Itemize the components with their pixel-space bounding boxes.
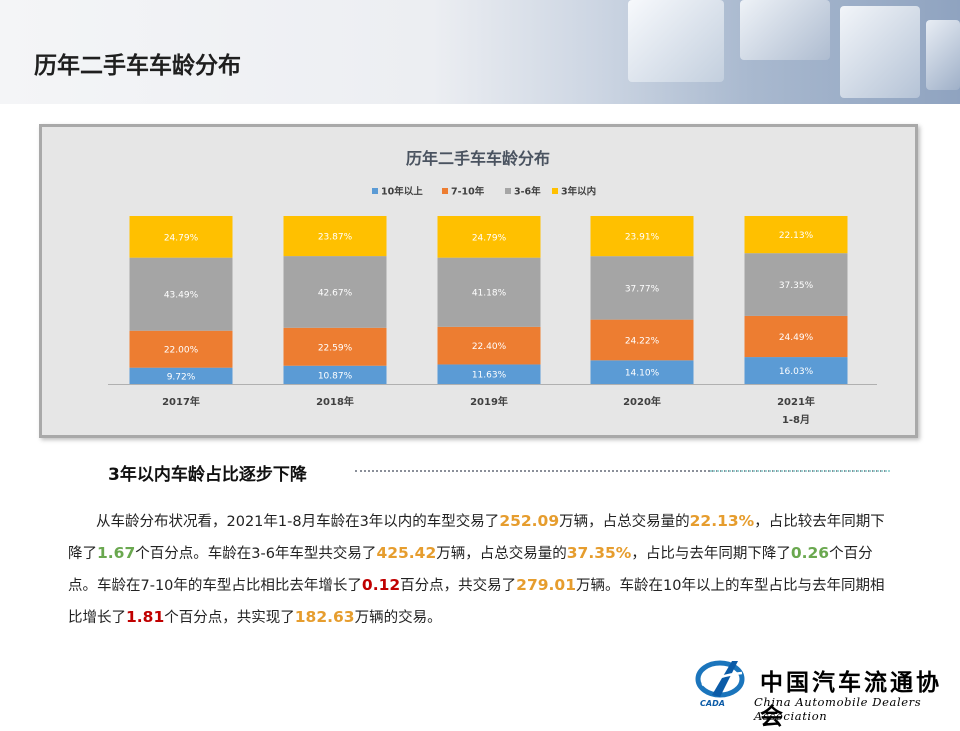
page-title: 历年二手车车龄分布: [34, 53, 241, 79]
legend-label: 3年以内: [561, 186, 596, 198]
paragraph-text: 个百分点，共实现了: [164, 610, 295, 626]
highlight-value: 425.42: [376, 544, 437, 562]
legend-label: 3-6年: [514, 186, 541, 198]
data-label: 22.00%: [164, 346, 199, 356]
data-label: 22.40%: [472, 342, 507, 352]
data-label: 16.03%: [779, 367, 814, 377]
cada-logo: CADA 中国汽车流通协会 China Automobile Dealers A…: [694, 655, 954, 730]
paragraph-text: 个百分点。车龄在3-6年车型共交易了: [135, 546, 377, 562]
x-tick-label: 2017年: [162, 395, 200, 408]
bar-segment: [283, 256, 387, 328]
paragraph-text: 万辆，占总交易量的: [559, 514, 690, 530]
data-label: 41.18%: [472, 289, 507, 299]
highlight-value: 182.63: [294, 608, 355, 626]
data-label: 23.87%: [318, 233, 353, 243]
data-label: 24.79%: [164, 233, 199, 243]
data-label: 42.67%: [318, 288, 353, 298]
highlight-value: 1.81: [126, 608, 165, 626]
data-label: 14.10%: [625, 369, 660, 379]
x-tick-label: 2019年: [470, 395, 508, 408]
decorative-cube: [926, 20, 960, 90]
legend-swatch: [372, 188, 378, 194]
bar-segment: [437, 326, 541, 365]
x-tick-label: 2018年: [316, 395, 354, 408]
header-banner: [0, 0, 960, 104]
data-label: 24.79%: [472, 233, 507, 243]
paragraph-text: 个百分点。车龄在7-10年的车型占比相比去年增长了: [68, 546, 873, 594]
chart-panel: 历年二手车车龄分布 10年以上 7-10年 3-6年 3年以内 9.72% 22.00% 43…: [39, 124, 918, 438]
bar-segment: [129, 367, 233, 384]
bar-segment: [744, 357, 848, 384]
data-label: 23.91%: [625, 233, 660, 243]
bar-segment: [129, 216, 233, 258]
stacked-bar-chart: 历年二手车车龄分布 10年以上 7-10年 3-6年 3年以内 9.72% 22.00% 43…: [108, 149, 877, 426]
bar-segment: [590, 319, 694, 361]
data-label: 43.49%: [164, 291, 199, 301]
legend-label: 10年以上: [381, 186, 423, 198]
legend-swatch: [505, 188, 511, 194]
bar-segment: [283, 216, 387, 257]
paragraph-text: 万辆。车龄在10年以上的车型占比与去年同期相比增长了: [68, 578, 885, 626]
paragraph-text: 万辆，占总交易量的: [436, 546, 567, 562]
highlight-value: 0.12: [361, 576, 401, 594]
data-label: 22.13%: [779, 231, 814, 241]
data-label: 10.87%: [318, 371, 353, 381]
data-label: 11.63%: [472, 371, 507, 381]
bar-segment: [590, 360, 694, 384]
legend-swatch: [552, 188, 558, 194]
bar-segment: [129, 330, 233, 368]
highlight-value: 252.09: [499, 512, 560, 530]
data-label: 24.49%: [779, 333, 814, 343]
highlight-value: 0.26: [790, 544, 830, 562]
paragraph-text: 从车龄分布状况看，2021年1-8月车龄在3年以内的车型交易了: [96, 514, 500, 530]
logo-name-en: China Automobile Dealers Association: [754, 695, 922, 723]
bar-segment: [437, 216, 541, 258]
paragraph-text: 百分点，共交易了: [400, 578, 517, 594]
highlight-value: 1.67: [97, 544, 136, 562]
legend-label: 7-10年: [451, 186, 485, 198]
data-label: 9.72%: [167, 372, 196, 382]
bar-segment: [744, 315, 848, 358]
bar-segment: [283, 327, 387, 366]
data-label: 37.35%: [779, 281, 814, 291]
bar-segment: [590, 216, 694, 257]
dotted-divider: [355, 470, 890, 472]
data-label: 37.77%: [625, 284, 660, 294]
x-tick-label: 2020年: [623, 395, 661, 408]
highlight-value: 37.35%: [566, 544, 632, 562]
chart-title: 历年二手车车龄分布: [406, 149, 550, 168]
cada-emblem-icon: [695, 660, 745, 698]
bar-segment: [590, 256, 694, 320]
section-heading: 3年以内车龄占比逐步下降: [108, 465, 307, 485]
x-tick-label: 2021年: [777, 395, 815, 408]
paragraph-text: 万辆的交易。: [354, 610, 442, 626]
logo-abbreviation: CADA: [700, 699, 725, 708]
x-tick-label: 1-8月: [782, 414, 810, 426]
decorative-cube: [840, 6, 920, 98]
bar-segment: [744, 253, 848, 316]
highlight-value: 22.13%: [689, 512, 755, 530]
data-label: 22.59%: [318, 343, 353, 353]
highlight-value: 279.01: [516, 576, 576, 594]
bar-segment: [437, 364, 541, 384]
paragraph-text: ，占比较去年同期下降了: [68, 514, 885, 562]
decorative-cube: [740, 0, 830, 60]
bar-segment: [437, 257, 541, 327]
decorative-cube: [628, 0, 724, 82]
bar-segment: [744, 216, 848, 254]
data-label: 24.22%: [625, 336, 660, 346]
bar-segment: [129, 257, 233, 331]
legend-swatch: [442, 188, 448, 194]
paragraph-text: ，占比与去年同期下降了: [631, 546, 791, 562]
summary-paragraph: 从车龄分布状况看，2021年1-8月车龄在3年以内的车型交易了252.09万辆，…: [68, 506, 898, 634]
bar-segment: [283, 365, 387, 384]
